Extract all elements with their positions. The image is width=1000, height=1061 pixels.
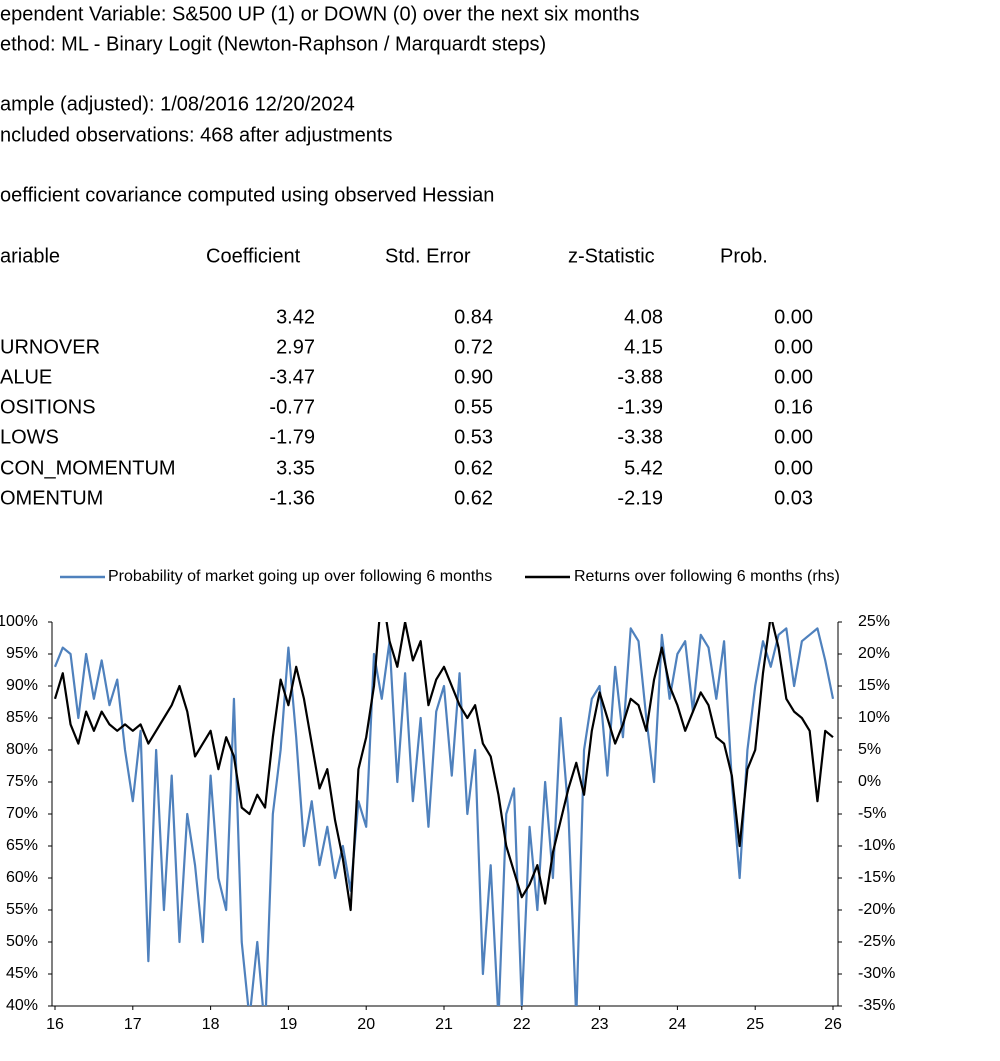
y2-tick-label: 0% xyxy=(858,773,881,790)
legend-label: Returns over following 6 months (rhs) xyxy=(574,568,840,585)
cell: 0.53 xyxy=(454,426,493,448)
cell: 0.00 xyxy=(774,426,813,448)
row-label: OSITIONS xyxy=(0,396,96,418)
y2-tick-label: 5% xyxy=(858,741,881,758)
header-line: ample (adjusted): 1/08/2016 12/20/2024 xyxy=(0,93,355,115)
row-label: LOWS xyxy=(0,426,59,448)
plot-area xyxy=(53,622,835,1006)
y-tick-label: 70% xyxy=(6,805,38,822)
x-tick-label: 20 xyxy=(357,1016,375,1033)
x-tick-label: 17 xyxy=(124,1016,142,1033)
y-tick-label: 45% xyxy=(6,965,38,982)
y-tick-label: 50% xyxy=(6,933,38,950)
y-tick-label: 65% xyxy=(6,837,38,854)
y-tick-label: 40% xyxy=(6,997,38,1014)
header-line: ethod: ML - Binary Logit (Newton-Raphson… xyxy=(0,33,546,55)
cell: 0.00 xyxy=(774,457,813,479)
y2-tick-label: -30% xyxy=(858,965,895,982)
y2-tick-label: 25% xyxy=(858,613,890,630)
y2-tick-label: -15% xyxy=(858,869,895,886)
cell: 0.72 xyxy=(454,336,493,358)
cell: 0.62 xyxy=(454,457,493,479)
cell: -1.79 xyxy=(269,426,315,448)
row-label: CON_MOMENTUM xyxy=(0,457,176,479)
row-label: ALUE xyxy=(0,366,52,388)
cell: 0.90 xyxy=(454,366,493,388)
y-tick-label: 55% xyxy=(6,901,38,918)
cell: 0.84 xyxy=(454,306,493,328)
y2-tick-label: -10% xyxy=(858,837,895,854)
column-header: ariable xyxy=(0,245,60,267)
row-label: OMENTUM xyxy=(0,487,103,509)
y2-tick-label: 10% xyxy=(858,709,890,726)
cell: 0.00 xyxy=(774,336,813,358)
column-header: Std. Error xyxy=(385,245,471,267)
cell: -3.38 xyxy=(617,426,663,448)
row-label: URNOVER xyxy=(0,336,100,358)
y-tick-label: 80% xyxy=(6,741,38,758)
header-line: ependent Variable: S&500 UP (1) or DOWN … xyxy=(0,3,640,25)
x-tick-label: 22 xyxy=(513,1016,531,1033)
series-line xyxy=(53,627,835,1006)
cell: 0.16 xyxy=(774,396,813,418)
x-tick-label: 26 xyxy=(824,1016,842,1033)
x-tick-label: 25 xyxy=(746,1016,764,1033)
legend-label: Probability of market going up over foll… xyxy=(108,568,492,585)
cell: 3.42 xyxy=(276,306,315,328)
cell: -3.88 xyxy=(617,366,663,388)
cell: 2.97 xyxy=(276,336,315,358)
y2-tick-label: 15% xyxy=(858,677,890,694)
cell: 3.35 xyxy=(276,457,315,479)
cell: -1.36 xyxy=(269,487,315,509)
x-tick-label: 21 xyxy=(435,1016,453,1033)
header-line: oefficient covariance computed using obs… xyxy=(0,184,494,206)
cell: 0.00 xyxy=(774,366,813,388)
y-tick-label: 60% xyxy=(6,869,38,886)
cell: -2.19 xyxy=(617,487,663,509)
cell: 0.03 xyxy=(774,487,813,509)
cell: 5.42 xyxy=(624,457,663,479)
y-tick-label: 95% xyxy=(6,645,38,662)
cell: 0.00 xyxy=(774,306,813,328)
x-tick-label: 19 xyxy=(280,1016,298,1033)
column-header: Prob. xyxy=(720,245,768,267)
cell: 0.55 xyxy=(454,396,493,418)
cell: -1.39 xyxy=(617,396,663,418)
x-tick-label: 16 xyxy=(46,1016,64,1033)
series-line xyxy=(53,622,834,912)
y2-tick-label: -25% xyxy=(858,933,895,950)
x-tick-label: 23 xyxy=(591,1016,609,1033)
y-tick-label: 85% xyxy=(6,709,38,726)
header-line: ncluded observations: 468 after adjustme… xyxy=(0,124,392,146)
y2-tick-label: -20% xyxy=(858,901,895,918)
y-tick-label: 75% xyxy=(6,773,38,790)
cell: -3.47 xyxy=(269,366,315,388)
column-header: Coefficient xyxy=(206,245,301,267)
cell: 0.62 xyxy=(454,487,493,509)
y2-tick-label: -35% xyxy=(858,997,895,1014)
x-tick-label: 24 xyxy=(669,1016,687,1033)
column-header: z-Statistic xyxy=(568,245,655,267)
y-tick-label: 90% xyxy=(6,677,38,694)
cell: -0.77 xyxy=(269,396,315,418)
y2-tick-label: -5% xyxy=(858,805,886,822)
y-tick-label: 100% xyxy=(0,613,38,630)
cell: 4.08 xyxy=(624,306,663,328)
y2-tick-label: 20% xyxy=(858,645,890,662)
cell: 4.15 xyxy=(624,336,663,358)
x-tick-label: 18 xyxy=(202,1016,220,1033)
